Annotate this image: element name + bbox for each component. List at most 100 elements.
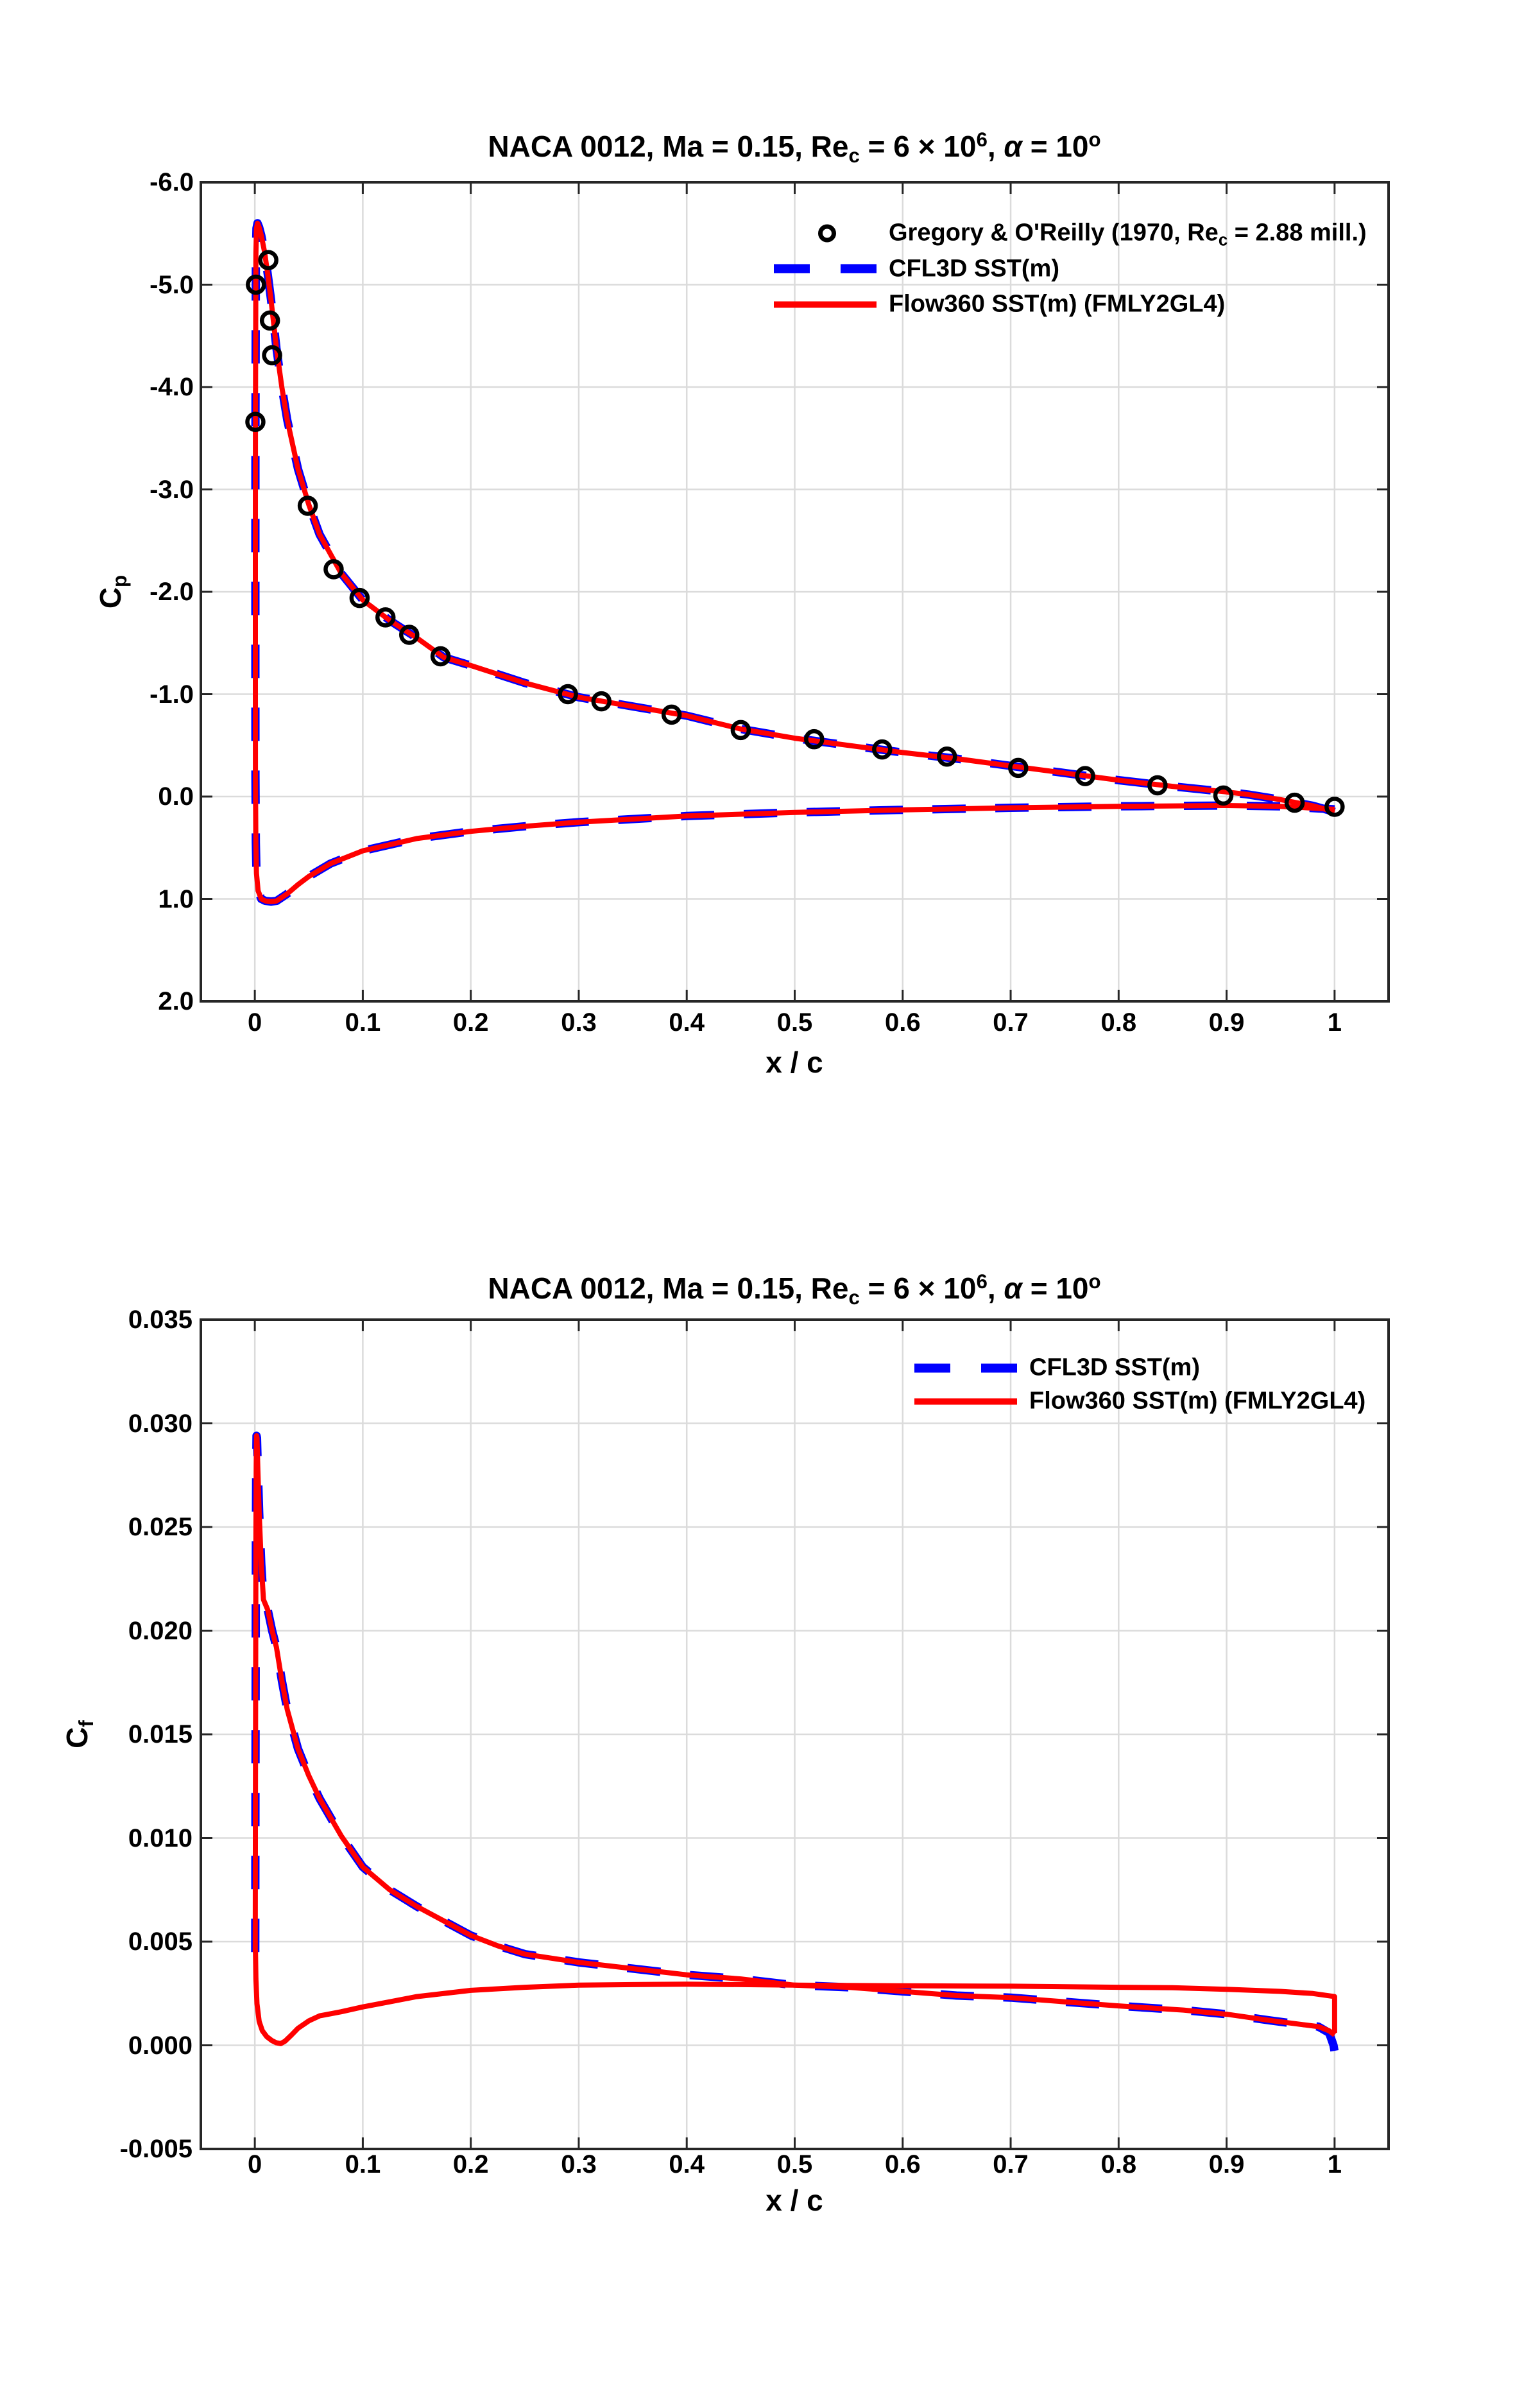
- solid-line-swatch-icon: [914, 1398, 1017, 1404]
- x-tick-label: 0.1: [345, 2150, 381, 2178]
- dashed-line-swatch-icon: [981, 1363, 1017, 1372]
- text-segment: C: [94, 587, 127, 609]
- x-tick-label: 0.1: [345, 1008, 381, 1037]
- experiment-point: [1324, 797, 1345, 817]
- text-segment: c: [1218, 231, 1228, 250]
- x-tick-label: 1: [1327, 2150, 1342, 2178]
- y-tick-label: -0.005: [119, 2135, 193, 2163]
- legend-item-cp-2: Flow360 SST(m) (FMLY2GL4): [774, 291, 1225, 318]
- text-segment: α: [1004, 130, 1022, 163]
- y-axis-label-cf: Cf: [60, 1720, 98, 1748]
- open-circle-marker-icon: [817, 224, 836, 242]
- text-segment: NACA 0012, Ma = 0.15, Re: [488, 130, 849, 163]
- chart-cp: [200, 181, 1390, 1003]
- experiment-point: [246, 274, 266, 295]
- y-tick-label: -2.0: [150, 578, 194, 606]
- cf-x-axis-label: x / c: [766, 2184, 823, 2217]
- x-tick-label: 0.5: [776, 2150, 813, 2178]
- experiment-point: [1075, 766, 1095, 786]
- chart-title-cp: NACA 0012, Ma = 0.15, Rec = 6 × 106, α =…: [488, 130, 1100, 166]
- x-tick-label: 0.8: [1100, 2150, 1137, 2178]
- experiment-point: [1147, 775, 1168, 796]
- y-tick-label: 0.010: [128, 1824, 193, 1852]
- y-tick-label: -6.0: [150, 168, 194, 196]
- text-segment: f: [75, 1720, 98, 1727]
- text-segment: C: [60, 1727, 94, 1748]
- dashed-line-swatch-icon: [774, 264, 810, 273]
- chart-cf: [200, 1318, 1390, 2150]
- experiment-point: [661, 704, 682, 725]
- x-tick-label: 0.2: [452, 2150, 489, 2178]
- text-segment: = 6 × 10: [859, 1272, 977, 1305]
- experiment-point: [430, 646, 451, 667]
- legend-swatch: [774, 301, 880, 307]
- cp-x-axis-label: x / c: [766, 1046, 823, 1079]
- experiment-point: [1284, 792, 1305, 813]
- experiment-point: [262, 345, 282, 366]
- y-tick-label: -4.0: [150, 373, 194, 401]
- experiment-point: [937, 746, 957, 767]
- experiment-point: [245, 411, 266, 432]
- y-tick-label: 2.0: [158, 987, 194, 1015]
- legend-swatch: [914, 1398, 1020, 1404]
- experiment-point: [1008, 757, 1029, 779]
- text-segment: 6: [976, 128, 988, 151]
- legend-item-cf-1: Flow360 SST(m) (FMLY2GL4): [914, 1388, 1365, 1415]
- experiment-point: [399, 625, 420, 645]
- x-tick-label: 0.5: [776, 1008, 813, 1037]
- text-segment: Flow360 SST(m) (FMLY2GL4): [889, 290, 1226, 318]
- y-tick-label: 0.030: [128, 1409, 193, 1438]
- y-tick-label: -3.0: [150, 475, 194, 504]
- text-segment: o: [1088, 1270, 1101, 1293]
- text-segment: c: [848, 144, 860, 168]
- experiment-point: [375, 607, 396, 628]
- text-segment: o: [1088, 128, 1101, 151]
- experiment-point: [872, 739, 893, 760]
- series-line-flow360-sst-m-fmly2gl4: [253, 220, 1335, 904]
- series-line-flow360-sst-m-fmly2gl4: [252, 1433, 1337, 2037]
- y-tick-label: 0.0: [158, 782, 194, 811]
- x-tick-label: 0.6: [884, 1008, 921, 1037]
- y-tick-label: -5.0: [150, 270, 194, 299]
- x-tick-label: 0: [247, 1008, 262, 1037]
- experiment-point: [297, 496, 318, 516]
- experiment-point: [1213, 785, 1234, 806]
- experiment-point: [730, 720, 751, 741]
- legend-label: Gregory & O'Reilly (1970, Rec = 2.88 mil…: [889, 219, 1367, 250]
- experiment-point: [323, 559, 344, 580]
- text-segment: Gregory & O'Reilly (1970, Re: [889, 219, 1219, 246]
- legend-swatch: [914, 1363, 1020, 1372]
- x-tick-label: 0.4: [669, 1008, 705, 1037]
- experiment-point: [349, 587, 370, 608]
- x-tick-label: 0.8: [1100, 1008, 1137, 1037]
- x-tick-label: 0.3: [561, 1008, 597, 1037]
- text-segment: ,: [987, 1272, 1004, 1305]
- x-tick-label: 0.7: [993, 2150, 1029, 2178]
- y-tick-label: 0.025: [128, 1513, 193, 1541]
- x-tick-label: 0.9: [1208, 1008, 1245, 1037]
- text-segment: NACA 0012, Ma = 0.15, Re: [488, 1272, 849, 1305]
- x-tick-label: 0.3: [561, 2150, 597, 2178]
- text-segment: 6: [976, 1270, 988, 1293]
- text-segment: = 6 × 10: [859, 130, 977, 163]
- legend-label: CFL3D SST(m): [1029, 1354, 1200, 1382]
- x-tick-label: 0.7: [993, 1008, 1029, 1037]
- text-segment: = 2.88 mill.): [1228, 219, 1367, 246]
- legend-label: Flow360 SST(m) (FMLY2GL4): [1029, 1388, 1365, 1415]
- x-tick-label: 0.6: [884, 2150, 921, 2178]
- experiment-point: [804, 729, 825, 750]
- experiment-point: [558, 684, 578, 705]
- y-tick-label: -1.0: [150, 680, 194, 709]
- legend-item-cf-0: CFL3D SST(m): [914, 1354, 1200, 1382]
- chart-title-cf: NACA 0012, Ma = 0.15, Rec = 6 × 106, α =…: [488, 1270, 1101, 1307]
- dashed-line-swatch-icon: [914, 1363, 950, 1372]
- y-axis-label-cp: Cp: [94, 575, 131, 609]
- text-segment: p: [108, 574, 132, 587]
- x-tick-label: 0.2: [452, 1008, 489, 1037]
- text-segment: ,: [987, 130, 1004, 163]
- x-tick-label: 0.9: [1208, 2150, 1245, 2178]
- legend-item-cp-0: Gregory & O'Reilly (1970, Rec = 2.88 mil…: [774, 219, 1367, 250]
- text-segment: α: [1004, 1272, 1022, 1305]
- experiment-point: [591, 691, 612, 712]
